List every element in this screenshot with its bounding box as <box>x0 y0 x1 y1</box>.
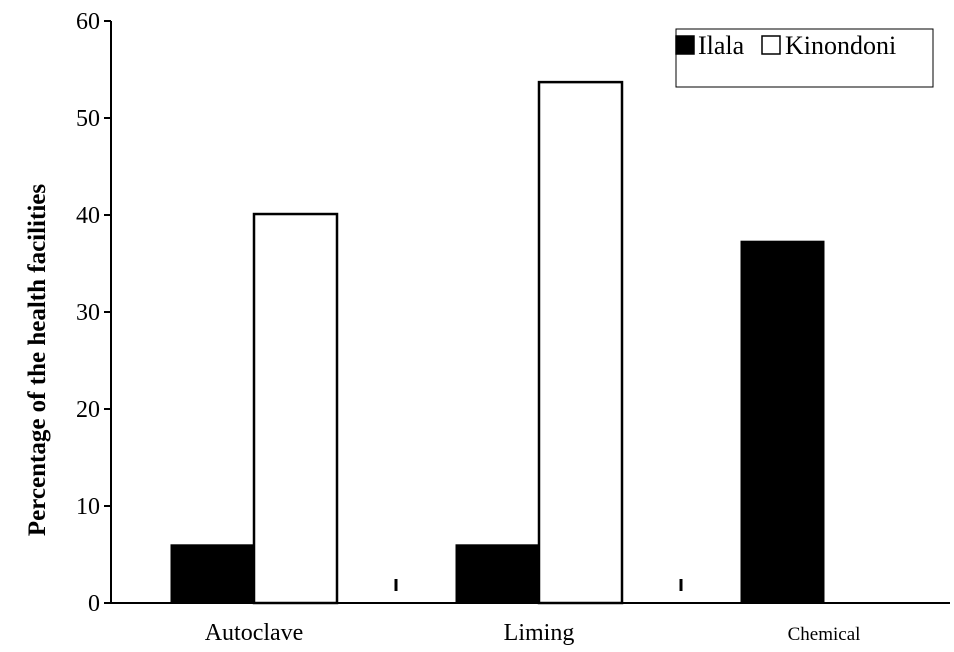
legend-swatch-ilala <box>675 35 695 55</box>
bar-kinondoni-liming <box>537 80 624 605</box>
legend-box <box>675 28 934 88</box>
y-axis-label-group: Percentage of the health facilities <box>24 184 51 536</box>
y-axis-label: Percentage of the health facilities <box>24 184 51 536</box>
y-tick-label-0: 0 <box>88 591 100 617</box>
bar-kinondoni-autoclave <box>252 212 339 605</box>
y-tick-label-40: 40 <box>76 203 100 229</box>
bar-ilala-autoclave <box>170 544 255 604</box>
y-ticks-group: 0 10 20 30 40 50 60 <box>76 9 111 617</box>
y-tick-label-10: 10 <box>76 494 100 520</box>
bar-ilala-chemical <box>740 240 825 604</box>
y-tick-label-50: 50 <box>76 106 100 132</box>
x-tick-label-liming: Liming <box>504 620 575 646</box>
y-tick-label-30: 30 <box>76 300 100 326</box>
bar-ilala-liming <box>455 544 540 604</box>
x-tick-label-autoclave: Autoclave <box>205 620 304 646</box>
legend-items: Ilala Kinondoni <box>675 31 896 60</box>
legend-label-kinondoni: Kinondoni <box>785 31 896 60</box>
legend-label-ilala: Ilala <box>698 31 745 60</box>
x-ticks-group: Autoclave Liming Chemical <box>205 579 861 646</box>
y-tick-label-20: 20 <box>76 397 100 423</box>
legend: Ilala Kinondoni <box>675 28 934 88</box>
bars-group <box>170 80 825 605</box>
legend-swatch-kinondoni <box>761 35 781 55</box>
y-tick-label-60: 60 <box>76 9 100 35</box>
x-tick-label-chemical: Chemical <box>788 624 861 645</box>
